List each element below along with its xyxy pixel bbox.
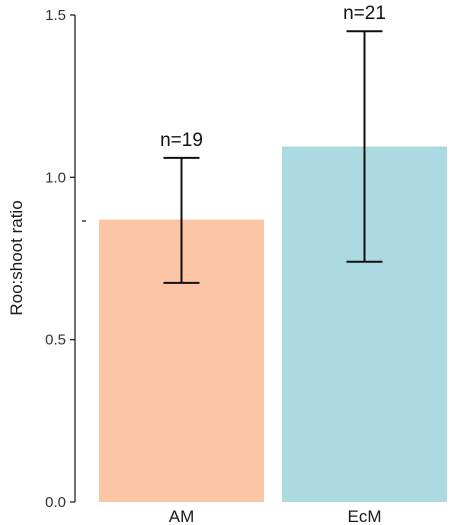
sample-size-label-am: n=19 <box>160 130 203 151</box>
y-axis-title: Roo:shoot ratio <box>7 200 26 315</box>
y-tick-label: 1.5 <box>45 7 66 24</box>
error-bars <box>163 30 383 284</box>
x-tick-label-am: AM <box>169 507 195 525</box>
x-axis-tick-labels: AM EcM <box>169 507 382 525</box>
y-tick-label: 0.0 <box>45 494 66 511</box>
sample-size-labels: n=19 n=21 <box>160 3 386 151</box>
x-tick-label-ecm: EcM <box>348 507 382 525</box>
y-tick-label: 0.5 <box>45 332 66 349</box>
plot-area: 0.0 0.5 1.0 1.5 n=19 n=21 AM EcM Roo:shoot ra… <box>7 3 447 525</box>
error-bar-am <box>163 156 200 284</box>
sample-size-label-ecm: n=21 <box>343 3 386 24</box>
y-axis-ticks: 0.0 0.5 1.0 1.5 <box>45 7 75 511</box>
bars <box>99 146 447 503</box>
error-bar-ecm <box>346 30 383 263</box>
y-tick-label: 1.0 <box>45 169 66 186</box>
